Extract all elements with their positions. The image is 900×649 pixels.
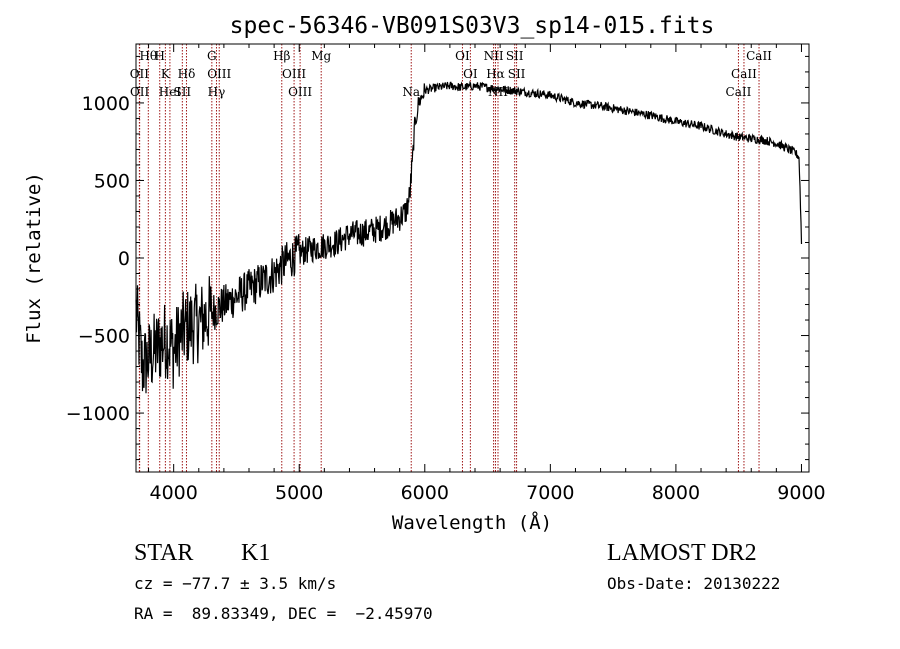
survey-name: LAMOST DR2 [607, 540, 757, 566]
y-tick-label: 1000 [82, 93, 130, 115]
y-axis-label: Flux (relative) [23, 172, 45, 344]
x-axis-ticks: 4000 5000 6000 7000 8000 9000 [148, 44, 826, 504]
y-axis-ticks: −1000 −500 0 500 1000 [66, 55, 809, 461]
redshift-info: cz = −77.7 ± 3.5 km/s [134, 574, 337, 593]
spectral-line-label: Na [402, 85, 420, 99]
spectral-line-label: Hγ [208, 85, 226, 99]
spectral-line-label: OIII [207, 67, 231, 81]
spectral-line-label: SII [173, 85, 191, 99]
spectral-line-label: OIII [282, 67, 306, 81]
chart-title: spec-56346-VB091S03V3_sp14-015.fits [230, 13, 715, 39]
plot-frame [135, 43, 810, 473]
x-axis-label: Wavelength (Å) [392, 511, 552, 534]
x-tick-label: 9000 [777, 482, 825, 504]
spectral-line-label: OI [455, 49, 470, 63]
spectral-line-label: NII [484, 49, 504, 63]
spectral-line-label: H [154, 49, 164, 63]
observation-date: Obs-Date: 20130222 [607, 574, 781, 593]
spectral-line-label: SII [506, 49, 524, 63]
x-tick-label: 4000 [149, 482, 197, 504]
spectral-line-label: OII [130, 67, 150, 81]
object-class: STAR [134, 540, 194, 566]
x-tick-label: 7000 [526, 482, 574, 504]
spectral-line-label: CaII [731, 67, 757, 81]
spectral-line-label: SII [508, 67, 526, 81]
spectral-line-label: CaII [726, 85, 752, 99]
y-tick-label: −1000 [66, 403, 130, 425]
spectral-line-label: Mg [311, 49, 331, 63]
x-tick-label: 8000 [652, 482, 700, 504]
spectral-line-label: OII [130, 85, 150, 99]
sky-coordinates: RA = 89.83349, DEC = −2.45970 [134, 604, 433, 623]
spectral-line-label: K [161, 67, 171, 81]
y-tick-label: 0 [118, 248, 130, 270]
spectral-line-label: HeI [159, 85, 182, 99]
spectral-line-markers [138, 44, 760, 472]
spectral-line-label: Hα [486, 67, 505, 81]
flux-series-line [135, 80, 803, 394]
spectrum-chart: spec-56346-VB091S03V3_sp14-015.fits HθHO… [23, 13, 826, 534]
object-subclass: K1 [241, 540, 271, 566]
x-tick-label: 5000 [275, 482, 323, 504]
spectral-line-label: OI [463, 67, 478, 81]
spectral-line-label: Hδ [178, 67, 196, 81]
spectral-line-label: Hβ [273, 49, 290, 63]
y-tick-label: −500 [78, 326, 130, 348]
spectral-line-label: CaII [746, 49, 772, 63]
spectral-line-label: G [207, 49, 217, 63]
y-tick-label: 500 [94, 170, 130, 192]
spectral-line-label: OIII [288, 85, 312, 99]
x-tick-label: 6000 [401, 482, 449, 504]
spectral-line-label: Hθ [139, 49, 157, 63]
